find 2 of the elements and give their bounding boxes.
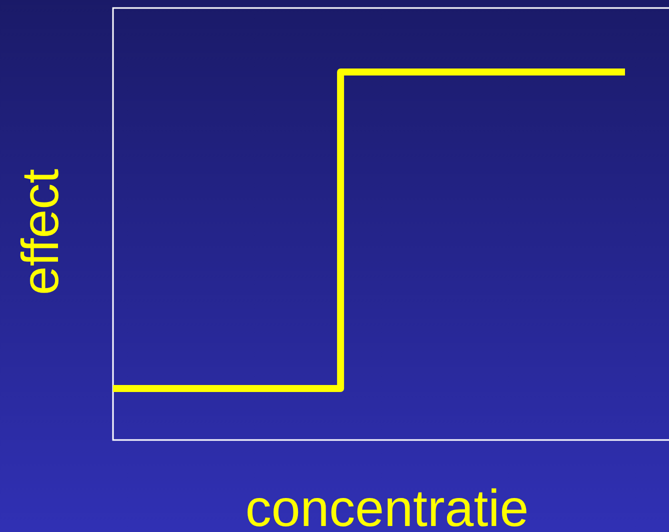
y-axis-title: effect <box>12 168 70 296</box>
x-axis-title: concentratie <box>245 480 529 532</box>
